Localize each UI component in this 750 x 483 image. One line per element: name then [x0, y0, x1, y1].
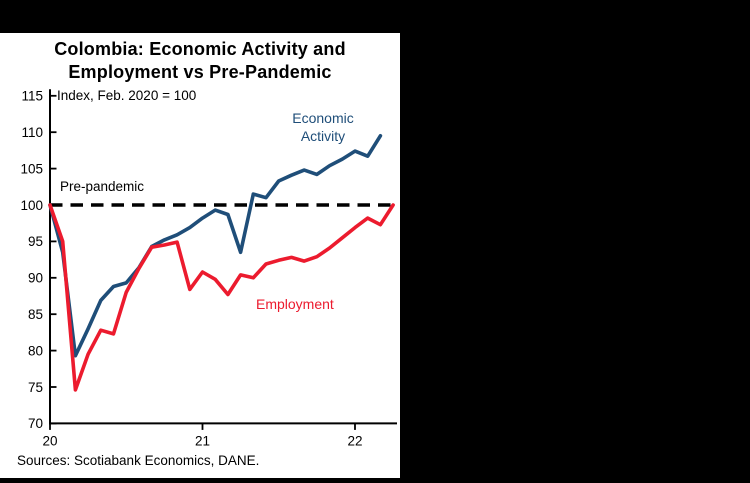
y-tick-label: 75: [28, 380, 43, 395]
chart-panel: Colombia: Economic Activity and Employme…: [0, 33, 400, 478]
series-line-economic-activity: [48, 134, 383, 358]
chart-title: Colombia: Economic Activity and Employme…: [0, 38, 400, 84]
axis-units-note: Index, Feb. 2020 = 100: [57, 88, 197, 103]
x-tick-label: 21: [195, 433, 210, 448]
chart-title-line2: Employment vs Pre-Pandemic: [68, 62, 332, 82]
x-tick-label: 20: [42, 433, 57, 448]
y-tick-label: 80: [28, 343, 43, 358]
chart-canvas: 70 75 80 85 90 95 100 105 110 115 20 21 22: [20, 89, 397, 448]
economic-activity-series-label: Economic Activity: [262, 109, 384, 145]
source-note: Sources: Scotiabank Economics, DANE.: [17, 453, 260, 468]
y-tick-label: 70: [28, 416, 43, 431]
x-tick-label: 22: [347, 433, 362, 448]
economic-activity-series-label-line2: Activity: [300, 128, 346, 144]
y-tick-label: 95: [28, 234, 43, 249]
economic-activity-series-label-line1: Economic: [292, 110, 354, 126]
chart-title-line1: Colombia: Economic Activity and: [54, 39, 346, 59]
y-tick-label: 115: [21, 89, 43, 104]
y-tick-label: 105: [20, 161, 43, 176]
pre-pandemic-annotation: Pre-pandemic: [60, 179, 145, 194]
y-tick-label: 100: [20, 198, 43, 213]
series-line-employment: [48, 203, 395, 392]
y-tick-label: 85: [28, 307, 43, 322]
y-tick-label: 110: [21, 125, 43, 140]
employment-series-label: Employment: [256, 296, 334, 312]
y-tick-label: 90: [28, 271, 43, 286]
